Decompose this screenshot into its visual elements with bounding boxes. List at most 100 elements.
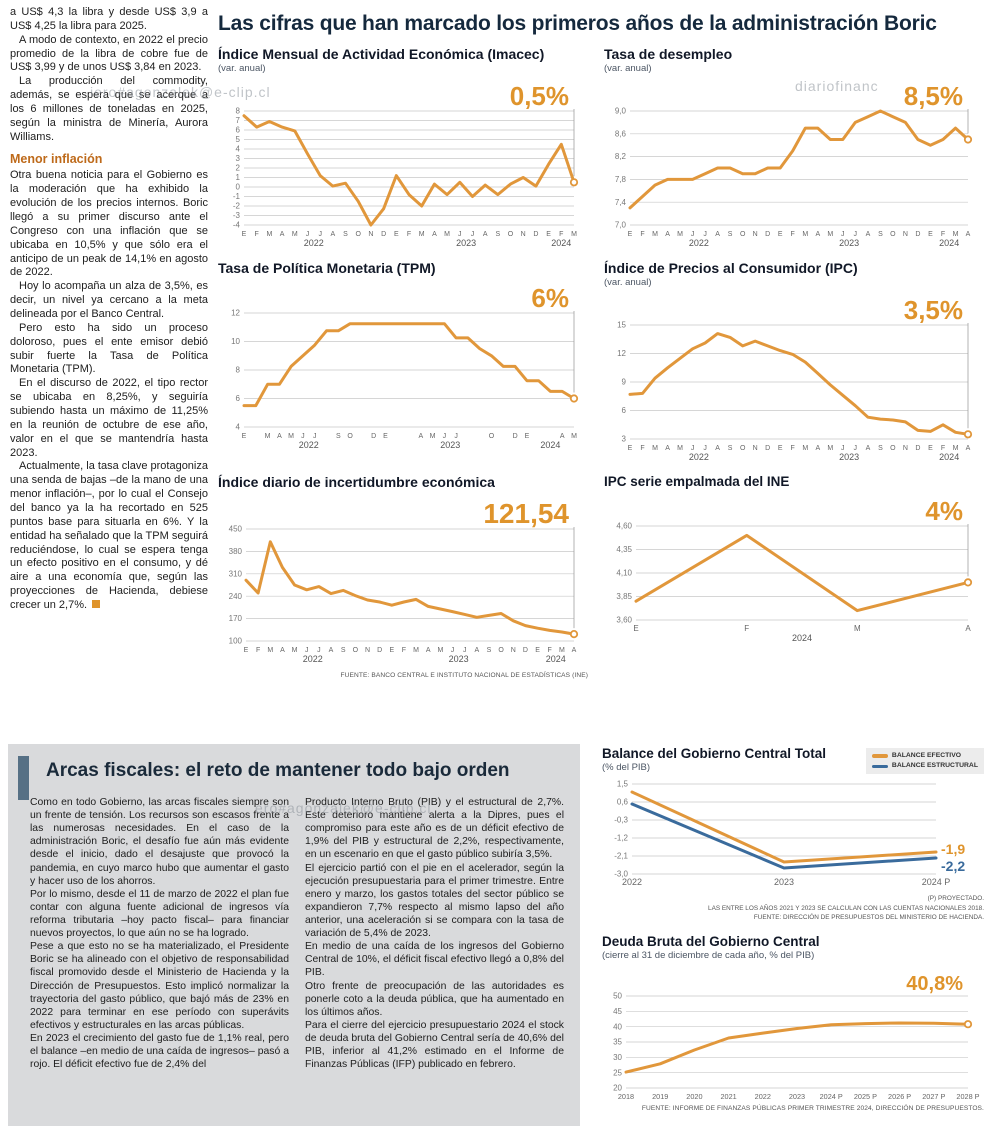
svg-text:2024 P: 2024 P bbox=[922, 877, 951, 887]
paragraph: Actualmente, la tasa clave protagoniza u… bbox=[10, 460, 208, 611]
svg-text:2: 2 bbox=[236, 164, 241, 173]
svg-text:J: J bbox=[703, 231, 707, 238]
svg-text:450: 450 bbox=[229, 525, 243, 534]
svg-text:35: 35 bbox=[613, 1038, 622, 1047]
imacec-line-chart: 8 7 6 5 4 3 2 1 0 -1 -2 -3 -4 E F M A M J J A S O N D E F M A M J J A S O N… bbox=[218, 75, 588, 255]
tpm-line-chart: 12 10 8 6 4 E M A M J J S O D E A M J J O D E A M 2022 2023 2024 6% bbox=[218, 277, 588, 457]
svg-text:12: 12 bbox=[617, 349, 626, 358]
svg-text:8,5%: 8,5% bbox=[904, 81, 963, 111]
fiscal-accent-bar bbox=[18, 756, 29, 800]
svg-text:-3,0: -3,0 bbox=[614, 870, 628, 879]
svg-text:A: A bbox=[815, 231, 820, 238]
chart-subtitle: (cierre al 31 de diciembre de cada año, … bbox=[602, 950, 815, 961]
svg-text:100: 100 bbox=[229, 637, 243, 646]
svg-text:-0,3: -0,3 bbox=[614, 816, 628, 825]
svg-text:40: 40 bbox=[613, 1022, 622, 1031]
svg-text:F: F bbox=[402, 647, 406, 654]
svg-text:6: 6 bbox=[236, 394, 241, 403]
svg-text:M: M bbox=[267, 647, 273, 654]
svg-text:4,10: 4,10 bbox=[616, 569, 632, 578]
chart-title: Tasa de Política Monetaria (TPM) bbox=[218, 260, 436, 276]
svg-text:3,5%: 3,5% bbox=[904, 295, 963, 325]
svg-text:M: M bbox=[437, 647, 443, 654]
svg-text:7: 7 bbox=[236, 116, 241, 125]
article-paragraphs-bottom: Otra buena noticia para el Gobierno es l… bbox=[10, 169, 208, 613]
paragraph: LAS ENTRE LOS AÑOS 2021 Y 2023 SE CALCUL… bbox=[708, 904, 984, 912]
svg-text:O: O bbox=[890, 231, 896, 238]
svg-text:E: E bbox=[389, 647, 394, 654]
svg-text:F: F bbox=[941, 445, 945, 452]
svg-text:A: A bbox=[474, 647, 479, 654]
svg-text:D: D bbox=[915, 231, 920, 238]
svg-text:3,85: 3,85 bbox=[616, 592, 632, 601]
svg-text:O: O bbox=[353, 647, 359, 654]
svg-text:J: J bbox=[306, 231, 310, 238]
svg-text:7,8: 7,8 bbox=[615, 175, 627, 184]
svg-text:2023: 2023 bbox=[789, 1092, 805, 1101]
chart-title: Índice Mensual de Actividad Económica (I… bbox=[218, 46, 545, 62]
end-of-article-marker bbox=[92, 599, 101, 608]
svg-text:-1: -1 bbox=[233, 192, 241, 201]
svg-text:-1,9: -1,9 bbox=[941, 841, 965, 857]
svg-text:A: A bbox=[330, 231, 335, 238]
svg-text:M: M bbox=[292, 231, 298, 238]
svg-text:2022: 2022 bbox=[299, 440, 319, 450]
svg-text:M: M bbox=[430, 433, 436, 440]
svg-text:A: A bbox=[280, 647, 285, 654]
paragraph: Por lo mismo, desde el 11 de marzo de 20… bbox=[30, 888, 289, 940]
chart-title: Deuda Bruta del Gobierno Central bbox=[602, 934, 820, 949]
source-note: FUENTE: INFORME DE FINANZAS PÚBLICAS PRI… bbox=[641, 1105, 984, 1112]
svg-text:A: A bbox=[560, 433, 565, 440]
svg-text:F: F bbox=[941, 231, 945, 238]
svg-text:E: E bbox=[535, 647, 540, 654]
svg-text:F: F bbox=[791, 445, 795, 452]
svg-text:S: S bbox=[343, 231, 348, 238]
svg-text:M: M bbox=[265, 433, 271, 440]
svg-text:2026 P: 2026 P bbox=[888, 1092, 911, 1101]
svg-text:12: 12 bbox=[231, 309, 240, 318]
svg-text:M: M bbox=[854, 624, 861, 633]
svg-text:J: J bbox=[841, 445, 845, 452]
svg-text:E: E bbox=[633, 624, 638, 633]
efectivo-swatch bbox=[871, 754, 888, 758]
svg-text:2024: 2024 bbox=[546, 654, 566, 664]
paragraph: Otra buena noticia para el Gobierno es l… bbox=[10, 169, 208, 279]
svg-text:J: J bbox=[471, 231, 475, 238]
chart-title: Índice de Precios al Consumidor (IPC) bbox=[604, 260, 858, 276]
svg-text:A: A bbox=[715, 445, 720, 452]
chart-deuda: Deuda Bruta del Gobierno Central (cierre… bbox=[602, 934, 984, 1112]
svg-text:240: 240 bbox=[229, 592, 243, 601]
svg-text:2022: 2022 bbox=[689, 238, 709, 248]
svg-text:40,8%: 40,8% bbox=[906, 973, 963, 995]
svg-text:F: F bbox=[256, 647, 260, 654]
paragraph: En 2023 el crecimiento del gasto fue de … bbox=[30, 1032, 289, 1071]
chart-incertidumbre: Índice diario de incertidumbre económica… bbox=[218, 474, 588, 679]
incertidumbre-line-chart: 450 380 310 240 170 100 E F M A M J J A S O N D E F M A M J J A S O… bbox=[218, 491, 588, 671]
svg-text:F: F bbox=[640, 445, 644, 452]
svg-text:2022: 2022 bbox=[303, 654, 323, 664]
svg-text:M: M bbox=[419, 231, 425, 238]
svg-text:380: 380 bbox=[229, 547, 243, 556]
svg-text:-2,1: -2,1 bbox=[614, 852, 628, 861]
svg-text:121,54: 121,54 bbox=[483, 498, 569, 529]
svg-text:2024: 2024 bbox=[551, 238, 571, 248]
svg-text:M: M bbox=[953, 445, 959, 452]
svg-text:M: M bbox=[288, 433, 294, 440]
svg-text:E: E bbox=[928, 231, 933, 238]
deuda-line-chart: 50 45 40 35 30 25 20 2018 2019 2020 2021 2022 2023 20… bbox=[602, 962, 984, 1104]
svg-text:D: D bbox=[765, 445, 770, 452]
svg-text:2020: 2020 bbox=[686, 1092, 702, 1101]
svg-text:N: N bbox=[511, 647, 516, 654]
svg-text:A: A bbox=[715, 231, 720, 238]
chart-tpm: Tasa de Política Monetaria (TPM) 12 10 8 6 4… bbox=[218, 260, 588, 457]
svg-text:M: M bbox=[413, 647, 419, 654]
svg-text:1,5: 1,5 bbox=[617, 780, 629, 789]
svg-text:D: D bbox=[915, 445, 920, 452]
svg-text:2022: 2022 bbox=[755, 1092, 771, 1101]
svg-text:E: E bbox=[546, 231, 551, 238]
svg-text:A: A bbox=[280, 231, 285, 238]
svg-text:J: J bbox=[313, 433, 317, 440]
